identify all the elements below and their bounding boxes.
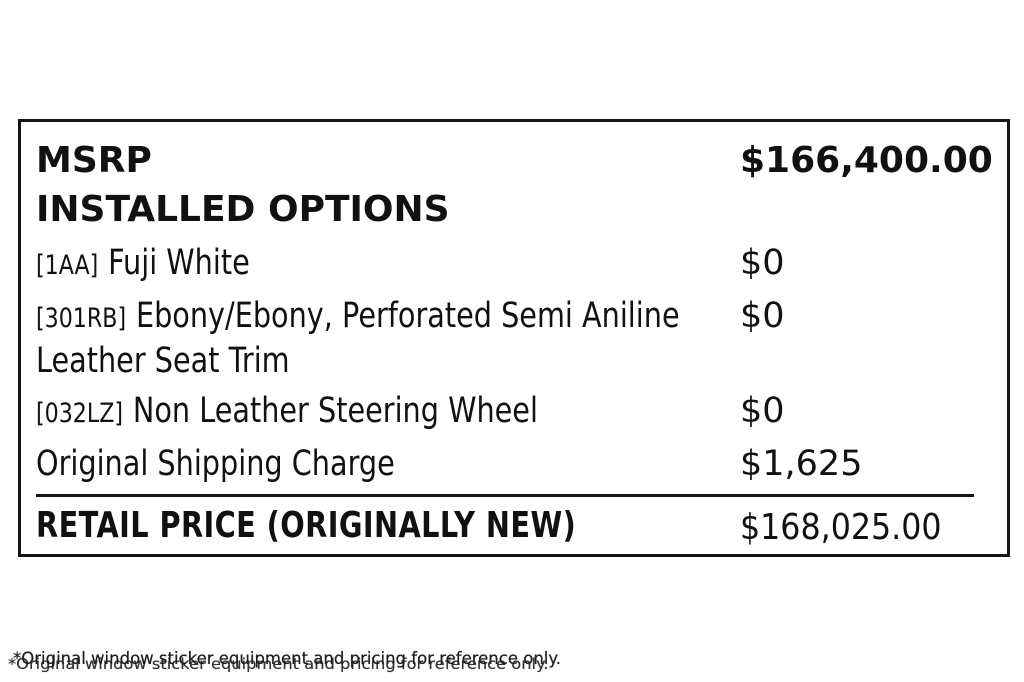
option-name: Original Shipping Charge <box>36 444 395 484</box>
option-price: $0 <box>740 391 785 431</box>
option-description: [301RB] Ebony/Ebony, Perforated Semi Anil… <box>36 295 729 382</box>
option-price: $1,625 <box>740 444 863 484</box>
option-row-shipping-charge: Original Shipping Charge $1,625 <box>21 443 1007 488</box>
retail-price-label: RETAIL PRICE (ORIGINALLY NEW) <box>36 505 577 546</box>
option-name: Fuji White <box>108 243 250 283</box>
installed-options-heading: INSTALLED OPTIONS <box>21 185 1007 234</box>
option-row-steering-wheel: [032LZ] Non Leather Steering Wheel $0 <box>21 390 1007 435</box>
footnote-ghost-text: *Original window sticker equipment and p… <box>8 655 549 673</box>
total-divider-line <box>36 494 974 497</box>
option-row-fuji-white: [1AA] Fuji White $0 <box>21 242 1007 287</box>
option-price: $0 <box>740 296 785 336</box>
option-description: Original Shipping Charge <box>36 443 729 488</box>
option-price: $0 <box>740 243 785 283</box>
footnote: *Original window sticker equipment and p… <box>8 649 568 679</box>
footnote-text: *Original window sticker equipment and p… <box>13 649 562 668</box>
option-code: [301RB] <box>36 303 127 334</box>
window-sticker-pricing-box: MSRP $166,400.00 INSTALLED OPTIONS [1AA]… <box>18 119 1010 557</box>
retail-price-row: RETAIL PRICE (ORIGINALLY NEW) $168,025.0… <box>21 503 1007 549</box>
option-name: Non Leather Steering Wheel <box>132 391 538 431</box>
msrp-label: MSRP <box>36 140 152 181</box>
option-name: Ebony/Ebony, Perforated Semi Aniline Lea… <box>36 296 680 381</box>
msrp-row: MSRP $166,400.00 <box>21 136 1007 185</box>
option-code: [032LZ] <box>36 398 124 429</box>
option-description: [1AA] Fuji White <box>36 242 729 287</box>
installed-options-label: INSTALLED OPTIONS <box>36 189 450 230</box>
retail-price-value: $168,025.00 <box>740 507 942 548</box>
option-description: [032LZ] Non Leather Steering Wheel <box>36 390 729 435</box>
option-row-seat-trim: [301RB] Ebony/Ebony, Perforated Semi Anil… <box>21 295 1007 382</box>
msrp-price: $166,400.00 <box>740 140 993 181</box>
option-code: [1AA] <box>36 250 99 281</box>
